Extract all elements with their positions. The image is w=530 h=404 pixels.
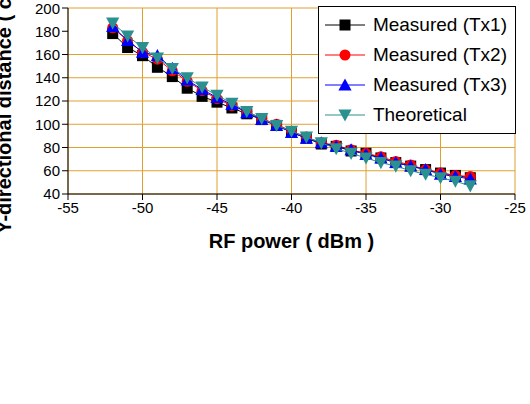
svg-text:-35: -35 — [355, 199, 377, 216]
svg-text:120: 120 — [35, 92, 60, 109]
svg-text:Y-directional distance ( cm ): Y-directional distance ( cm ) — [8, 0, 15, 234]
svg-text:-50: -50 — [132, 199, 154, 216]
svg-text:-30: -30 — [430, 199, 452, 216]
svg-text:-55: -55 — [57, 199, 79, 216]
svg-text:60: 60 — [43, 162, 60, 179]
svg-text:180: 180 — [35, 23, 60, 40]
html-text:Measured (Tx1): Measured (Tx1) — [372, 14, 507, 35]
svg-text:40: 40 — [43, 185, 60, 202]
svg-text:-40: -40 — [281, 199, 303, 216]
html-text:Theoretical: Theoretical — [372, 104, 467, 125]
html-text:Measured (Tx3): Measured (Tx3) — [372, 74, 507, 95]
svg-text:200: 200 — [35, 0, 60, 17]
svg-text:140: 140 — [35, 69, 60, 86]
svg-text:80: 80 — [43, 139, 60, 156]
svg-text:-25: -25 — [504, 199, 522, 216]
svg-text:100: 100 — [35, 116, 60, 133]
svg-text:RF power ( dBm ): RF power ( dBm ) — [209, 230, 375, 252]
svg-text:-45: -45 — [206, 199, 228, 216]
html-text:Measured (Tx2): Measured (Tx2) — [372, 44, 507, 65]
svg-text:160: 160 — [35, 46, 60, 63]
